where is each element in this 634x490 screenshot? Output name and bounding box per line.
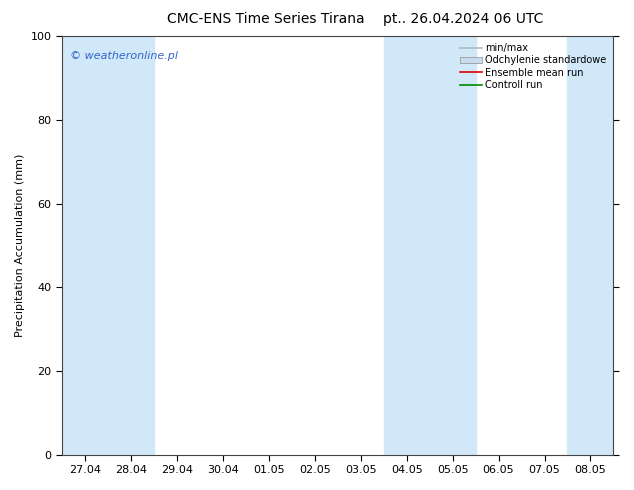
Text: CMC-ENS Time Series Tirana: CMC-ENS Time Series Tirana	[167, 12, 365, 26]
Bar	[384, 36, 476, 455]
Text: © weatheronline.pl: © weatheronline.pl	[70, 51, 178, 61]
Bar	[567, 36, 614, 455]
Legend: min/max, Odchylenie standardowe, Ensemble mean run, Controll run: min/max, Odchylenie standardowe, Ensembl…	[458, 41, 609, 92]
Text: pt.. 26.04.2024 06 UTC: pt.. 26.04.2024 06 UTC	[383, 12, 543, 26]
Y-axis label: Precipitation Accumulation (mm): Precipitation Accumulation (mm)	[15, 154, 25, 337]
Bar	[62, 36, 154, 455]
